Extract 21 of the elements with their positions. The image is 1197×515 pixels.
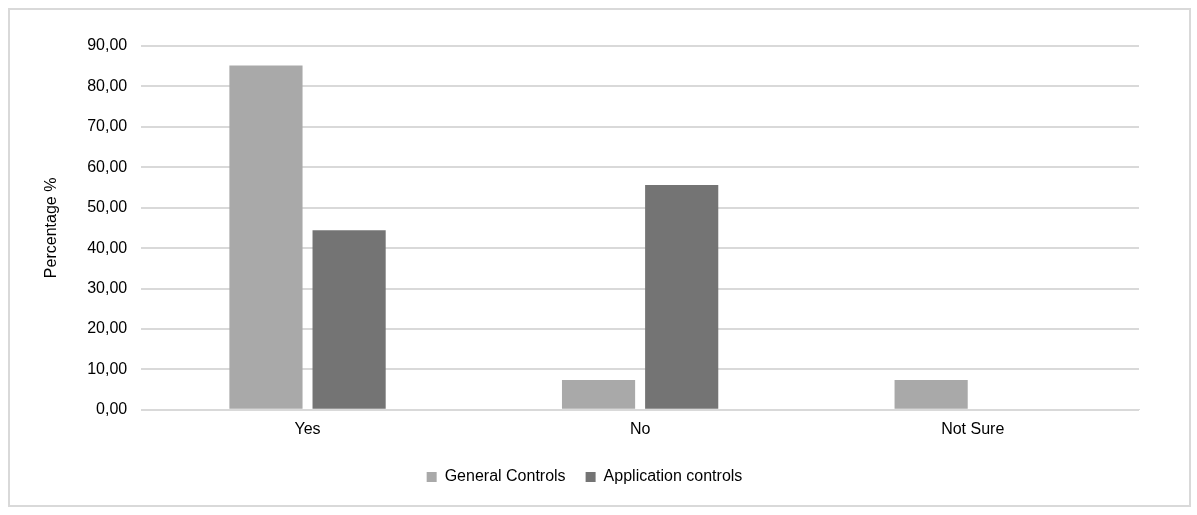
y-tick-label: 0,00 <box>96 400 128 418</box>
x-tick-label: No <box>629 419 651 437</box>
y-axis-title: Percentage % <box>42 177 60 279</box>
legend-label: Application controls <box>603 467 743 485</box>
y-tick-label: 10,00 <box>87 359 128 377</box>
bar <box>645 185 719 409</box>
bar <box>561 379 636 409</box>
bar <box>312 230 386 409</box>
legend-label: General Controls <box>444 467 566 485</box>
y-tick-label: 70,00 <box>87 117 128 135</box>
y-tick-label: 30,00 <box>87 278 128 296</box>
bar <box>894 379 968 409</box>
y-tick-label: 60,00 <box>87 157 128 175</box>
y-tick-label: 50,00 <box>87 198 128 216</box>
y-tick-label: 20,00 <box>87 319 128 337</box>
x-tick-label: Yes <box>294 419 321 437</box>
x-tick-label: Not Sure <box>941 419 1005 437</box>
y-tick-label: 40,00 <box>87 238 128 256</box>
bar <box>229 65 303 409</box>
y-tick-label: 80,00 <box>87 76 128 94</box>
y-tick-label: 90,00 <box>87 36 128 54</box>
